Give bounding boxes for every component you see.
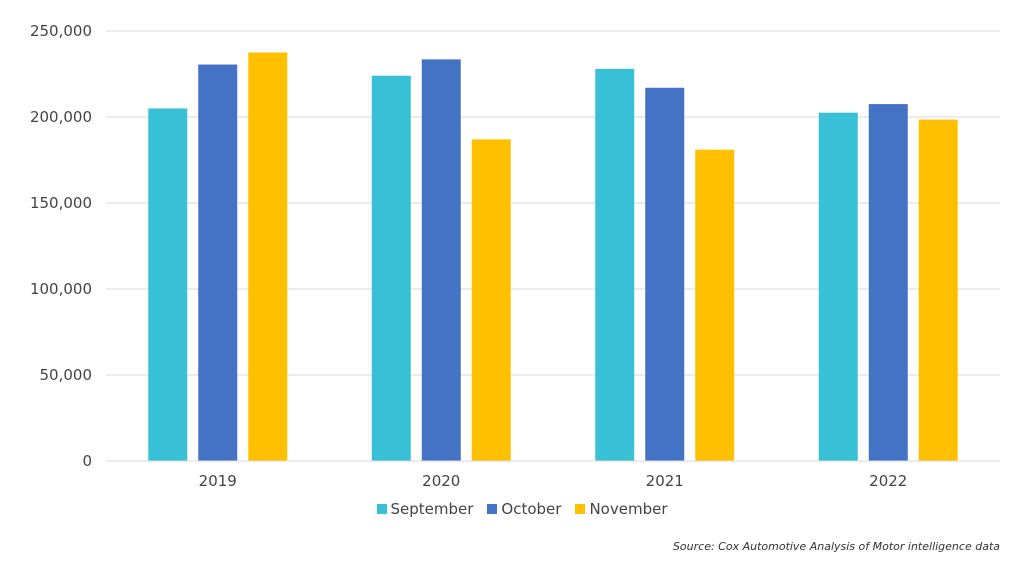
legend-item-november: November bbox=[575, 500, 668, 518]
bar-september-2019 bbox=[148, 108, 188, 462]
bar-chart: 0 50,000 100,000 150,000 200,000 250,000 2019… bbox=[30, 22, 1000, 490]
y-tick-label: 100,000 bbox=[30, 280, 92, 298]
bar-november-2020 bbox=[471, 139, 511, 462]
source-note: Source: Cox Automotive Analysis of Motor… bbox=[672, 540, 1000, 553]
y-tick-label: 50,000 bbox=[40, 366, 93, 384]
bars bbox=[148, 52, 958, 462]
x-tick-label: 2021 bbox=[646, 472, 684, 490]
x-axis-ticks: 2019 2020 2021 2022 bbox=[199, 472, 908, 490]
x-tick-label: 2019 bbox=[199, 472, 237, 490]
legend-label-november: November bbox=[589, 500, 668, 518]
y-tick-label: 0 bbox=[82, 452, 92, 470]
y-tick-label: 150,000 bbox=[30, 194, 92, 212]
y-tick-label: 200,000 bbox=[30, 108, 92, 126]
x-tick-label: 2020 bbox=[422, 472, 460, 490]
legend-label-september: September bbox=[390, 500, 474, 518]
bar-november-2019 bbox=[248, 52, 288, 461]
x-tick-label: 2022 bbox=[869, 472, 907, 490]
legend-item-october: October bbox=[487, 500, 561, 518]
bar-september-2021 bbox=[595, 68, 635, 461]
bar-november-2021 bbox=[695, 149, 735, 461]
y-axis-ticks: 0 50,000 100,000 150,000 200,000 250,000 bbox=[30, 22, 92, 470]
legend-swatch-september bbox=[376, 504, 387, 514]
bar-september-2022 bbox=[818, 112, 858, 461]
bar-september-2020 bbox=[371, 75, 411, 461]
legend: September October November bbox=[0, 500, 1024, 518]
y-tick-label: 250,000 bbox=[30, 22, 92, 40]
legend-label-october: October bbox=[501, 500, 562, 518]
bar-october-2022 bbox=[868, 104, 908, 461]
legend-swatch-october bbox=[487, 504, 498, 514]
bar-october-2019 bbox=[198, 64, 238, 461]
bar-october-2021 bbox=[645, 87, 685, 461]
legend-swatch-november bbox=[575, 504, 586, 514]
legend-item-september: September bbox=[376, 500, 474, 518]
bar-november-2022 bbox=[918, 119, 958, 461]
grid-lines bbox=[106, 30, 1000, 376]
bar-october-2020 bbox=[421, 59, 461, 461]
